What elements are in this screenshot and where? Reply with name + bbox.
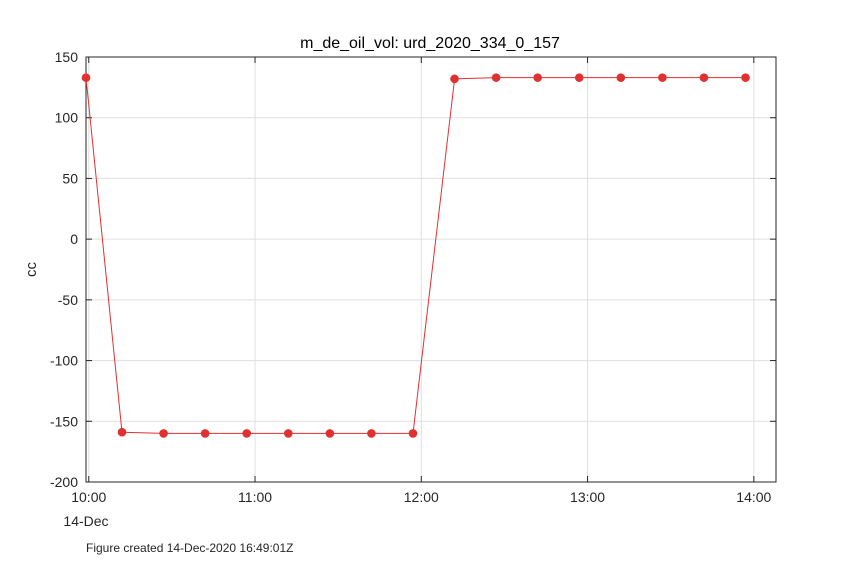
data-point xyxy=(616,73,626,82)
y-tick-label: -100 xyxy=(50,353,78,369)
x-axis-tick-labels: 10:00 11:00 12:00 13:00 14:00 xyxy=(71,489,771,505)
y-tick-label: 100 xyxy=(55,110,79,126)
axis-ticks xyxy=(86,56,776,483)
x-tick-label: 13:00 xyxy=(570,489,605,505)
data-point xyxy=(450,74,459,84)
data-point xyxy=(741,73,750,82)
series-layer xyxy=(81,73,750,438)
data-point xyxy=(533,73,542,82)
chart-title: m_de_oil_vol: urd_2020_334_0_157 xyxy=(300,35,560,52)
data-point xyxy=(367,429,376,438)
data-point xyxy=(658,73,667,82)
y-tick-label: 150 xyxy=(55,49,79,65)
y-axis-tick-labels: -200 -150 -100 -50 0 50 100 150 xyxy=(50,49,78,490)
figure-created-footnote: Figure created 14-Dec-2020 16:49:01Z xyxy=(86,541,294,555)
series-line xyxy=(85,77,746,434)
y-tick-label: -200 xyxy=(50,474,78,490)
data-point xyxy=(699,73,709,82)
y-tick-label: 0 xyxy=(70,231,78,247)
data-point xyxy=(574,73,584,82)
x-tick-label: 14:00 xyxy=(736,489,771,505)
y-tick-label: -50 xyxy=(58,292,78,308)
data-point xyxy=(117,427,127,437)
data-point xyxy=(159,429,168,438)
data-point xyxy=(242,429,252,438)
data-point xyxy=(491,73,501,82)
data-point xyxy=(408,429,418,438)
plot-area-frame xyxy=(85,56,777,483)
data-point xyxy=(200,429,210,438)
data-point xyxy=(283,429,293,438)
x-tick-label: 11:00 xyxy=(238,489,272,505)
y-tick-label: -150 xyxy=(50,413,78,429)
y-tick-label: 50 xyxy=(62,170,78,186)
x-tick-label: 12:00 xyxy=(404,489,439,505)
x-tick-label: 10:00 xyxy=(71,489,106,505)
grid xyxy=(86,56,776,483)
data-point xyxy=(81,73,91,82)
data-point xyxy=(325,429,335,438)
y-axis-label: cc xyxy=(23,262,40,278)
x-axis-date-label: 14-Dec xyxy=(63,513,108,529)
